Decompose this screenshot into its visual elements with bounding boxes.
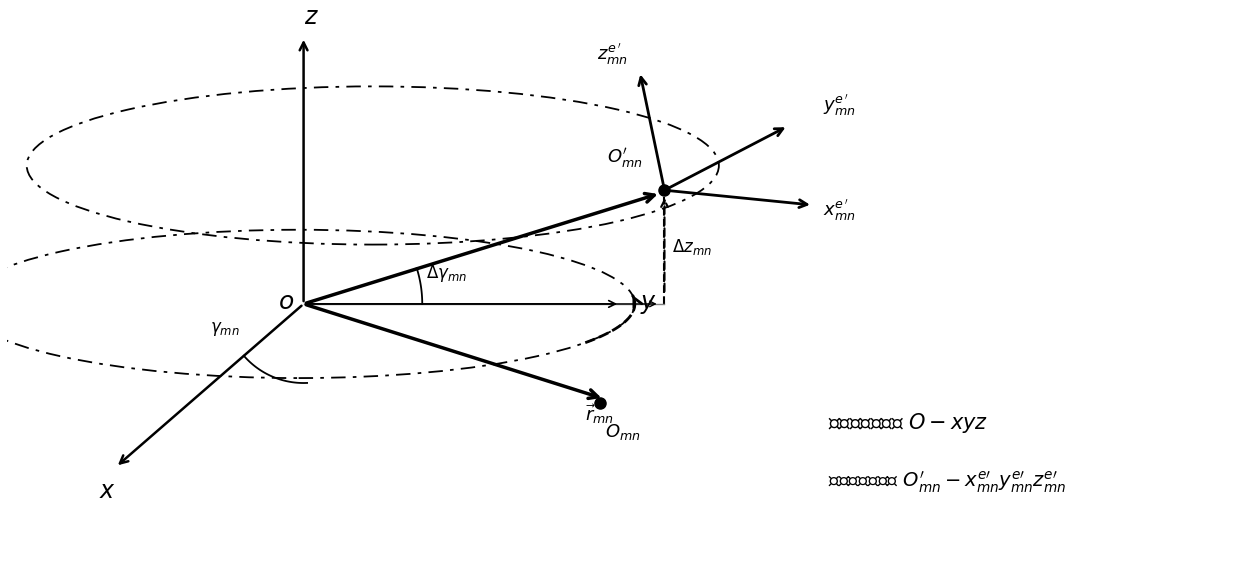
Text: $x$: $x$ bbox=[99, 479, 117, 503]
Text: $z$: $z$ bbox=[304, 5, 319, 29]
Text: $\Delta z_{mn}$: $\Delta z_{mn}$ bbox=[672, 237, 713, 257]
Text: $y$: $y$ bbox=[640, 292, 657, 316]
Text: 阵元直角坐标系 $O_{mn}^{\prime}-x_{mn}^{e\prime}y_{mn}^{e\prime}z_{mn}^{e\prime}$: 阵元直角坐标系 $O_{mn}^{\prime}-x_{mn}^{e\prime… bbox=[827, 469, 1065, 495]
Text: $y_{mn}^{e\,'}$: $y_{mn}^{e\,'}$ bbox=[822, 92, 856, 118]
Text: $\vec{r}_{mn}$: $\vec{r}_{mn}$ bbox=[585, 402, 614, 426]
Text: $z_{mn}^{e\,'}$: $z_{mn}^{e\,'}$ bbox=[596, 41, 627, 67]
Text: $\gamma_{mn}$: $\gamma_{mn}$ bbox=[210, 320, 239, 338]
Text: $O_{mn}^{\prime}$: $O_{mn}^{\prime}$ bbox=[608, 146, 642, 170]
Text: $o$: $o$ bbox=[278, 290, 294, 314]
Text: $O_{mn}$: $O_{mn}$ bbox=[605, 422, 641, 443]
Text: 阵列直角坐标系 $O-xyz$: 阵列直角坐标系 $O-xyz$ bbox=[827, 411, 988, 435]
Text: $\Delta\gamma_{mn}$: $\Delta\gamma_{mn}$ bbox=[425, 263, 467, 283]
Text: $x_{mn}^{e\,'}$: $x_{mn}^{e\,'}$ bbox=[822, 197, 856, 223]
